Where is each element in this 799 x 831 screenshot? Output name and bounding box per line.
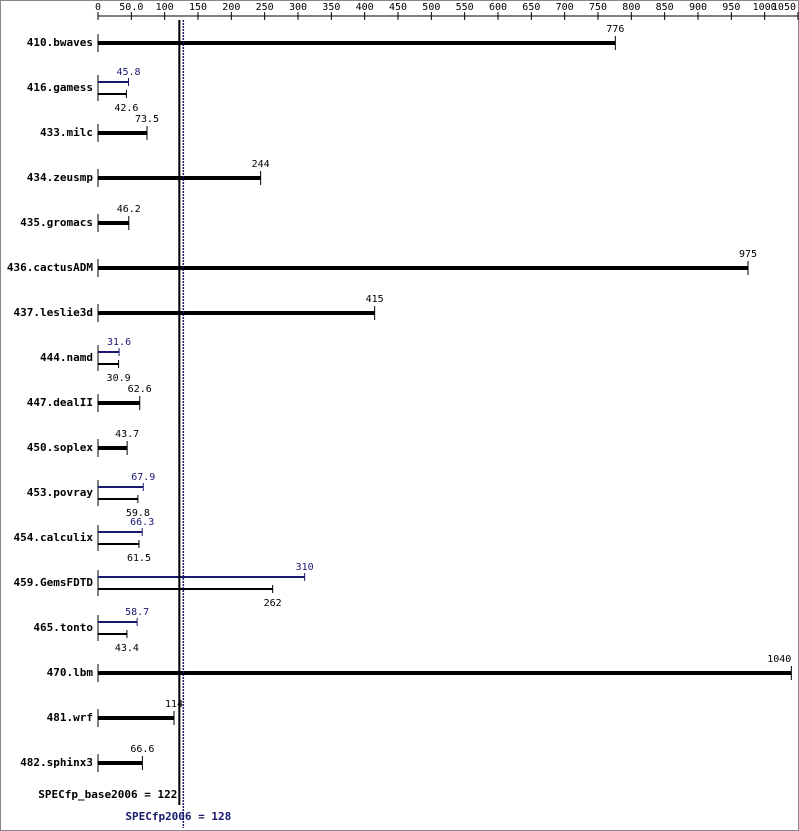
base-bar — [98, 588, 273, 590]
x-tick-label: 900 — [689, 2, 707, 13]
category-label: 453.povray — [27, 486, 94, 499]
base-bar — [98, 543, 139, 545]
value-label: 244 — [252, 159, 270, 170]
category-label: 465.tonto — [33, 621, 93, 634]
x-tick-label: 100 — [156, 2, 174, 13]
category-label: 436.cactusADM — [7, 261, 93, 274]
x-tick-label: 450 — [389, 2, 407, 13]
peak-value-label: 58.7 — [125, 607, 149, 618]
category-label: 416.gamess — [27, 81, 93, 94]
x-tick-label: 600 — [489, 2, 507, 13]
category-label: 447.dealII — [27, 396, 93, 409]
reference-label: SPECfp2006 = 128 — [125, 810, 231, 823]
base-value-label: 30.9 — [107, 373, 131, 384]
peak-value-label: 310 — [296, 562, 314, 573]
bar — [98, 716, 174, 720]
x-tick-label: 1050 — [772, 2, 796, 13]
value-label: 114 — [165, 699, 183, 710]
value-label: 62.6 — [128, 384, 152, 395]
x-tick-label: 400 — [356, 2, 374, 13]
x-tick-label: 700 — [556, 2, 574, 13]
category-label: 459.GemsFDTD — [14, 576, 94, 589]
peak-bar — [98, 531, 143, 533]
x-tick-label: 950 — [722, 2, 740, 13]
bar — [98, 671, 792, 675]
peak-bar — [98, 81, 129, 83]
category-label: 444.namd — [40, 351, 93, 364]
x-tick-label: 1000 — [753, 2, 777, 13]
bar — [98, 221, 129, 225]
base-bar — [98, 633, 127, 635]
base-bar — [98, 363, 119, 365]
bar — [98, 41, 616, 45]
peak-value-label: 66.3 — [130, 517, 154, 528]
value-label: 73.5 — [135, 114, 159, 125]
category-label: 482.sphinx3 — [20, 756, 93, 769]
base-bar — [98, 93, 127, 95]
peak-value-label: 31.6 — [107, 337, 131, 348]
category-label: 410.bwaves — [27, 36, 93, 49]
peak-bar — [98, 621, 138, 623]
category-label: 481.wrf — [47, 711, 93, 724]
category-label: 434.zeusmp — [27, 171, 94, 184]
x-tick-label: 750 — [589, 2, 607, 13]
peak-value-label: 67.9 — [131, 472, 155, 483]
peak-bar — [98, 576, 305, 578]
peak-bar — [98, 351, 120, 353]
value-label: 975 — [739, 249, 757, 260]
reference-label: SPECfp_base2006 = 122 — [38, 788, 177, 801]
x-tick-label: 250 — [256, 2, 274, 13]
category-label: 437.leslie3d — [14, 306, 93, 319]
peak-bar — [98, 486, 144, 488]
x-tick-label: 150 — [189, 2, 207, 13]
category-label: 454.calculix — [14, 531, 94, 544]
x-tick-label: 850 — [656, 2, 674, 13]
x-tick-label: 0 — [95, 2, 101, 13]
bar — [98, 266, 748, 270]
base-value-label: 59.8 — [126, 508, 150, 519]
x-tick-label: 800 — [622, 2, 640, 13]
bar — [98, 446, 128, 450]
base-value-label: 61.5 — [127, 553, 151, 564]
bar — [98, 311, 375, 315]
peak-value-label: 45.8 — [116, 67, 140, 78]
value-label: 43.7 — [115, 429, 139, 440]
value-label: 415 — [366, 294, 384, 305]
x-tick-label: 650 — [522, 2, 540, 13]
x-tick-label: 200 — [222, 2, 240, 13]
category-label: 470.lbm — [47, 666, 94, 679]
value-label: 66.6 — [130, 744, 154, 755]
base-value-label: 42.6 — [114, 103, 138, 114]
value-label: 46.2 — [117, 204, 141, 215]
category-label: 435.gromacs — [20, 216, 93, 229]
base-value-label: 262 — [264, 598, 282, 609]
category-label: 433.milc — [40, 126, 93, 139]
bar — [98, 131, 147, 135]
x-tick-label: 500 — [422, 2, 440, 13]
category-label: 450.soplex — [27, 441, 94, 454]
x-tick-label: 50.0 — [119, 2, 143, 13]
x-tick-label: 350 — [322, 2, 340, 13]
bar — [98, 761, 143, 765]
x-tick-label: 550 — [456, 2, 474, 13]
value-label: 776 — [606, 24, 624, 35]
bar — [98, 401, 140, 405]
base-bar — [98, 498, 138, 500]
x-tick-label: 300 — [289, 2, 307, 13]
base-value-label: 43.4 — [115, 643, 139, 654]
value-label: 1040 — [767, 654, 791, 665]
